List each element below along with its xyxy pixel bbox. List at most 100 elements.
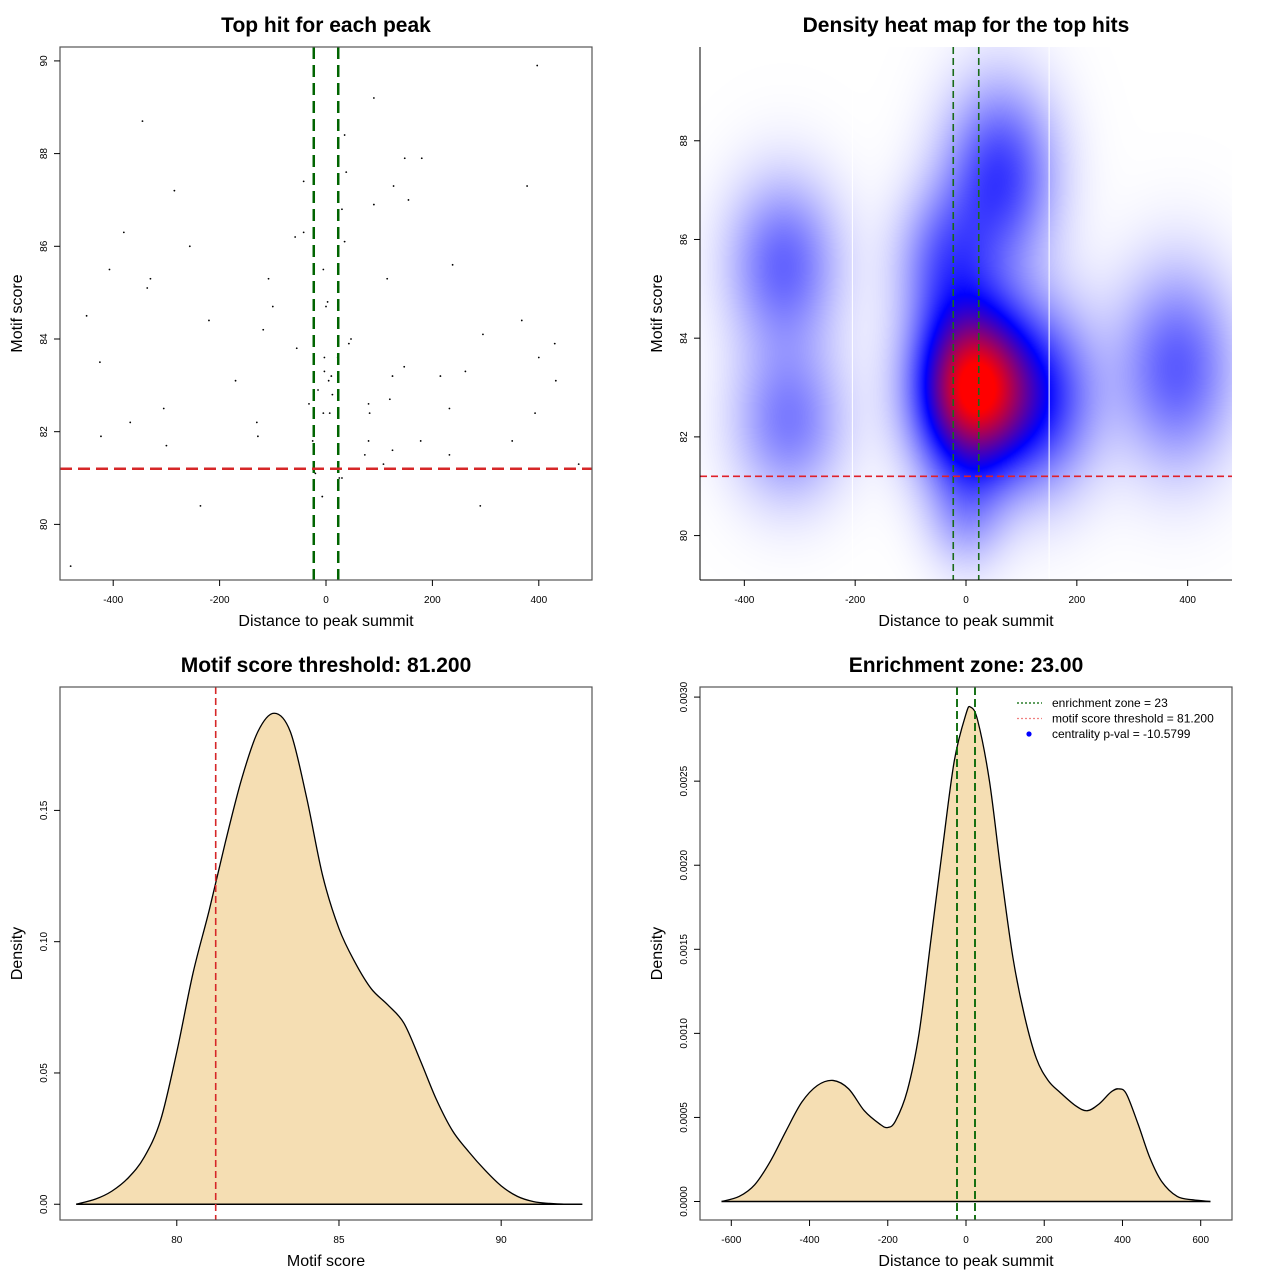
scatter-point [325, 305, 327, 308]
y-tick-label: 0.0030 [679, 681, 690, 712]
scatter-point [295, 347, 298, 350]
scatter-point [322, 268, 325, 271]
scatter-point [347, 342, 350, 345]
scatter-point [162, 407, 165, 410]
x-tick-label: 0 [323, 595, 329, 606]
density-curve [721, 705, 1211, 1203]
scatter-point [372, 97, 375, 99]
x-tick-label: 400 [1179, 595, 1196, 606]
heatmap-panel: Density heat map for the top hits Distanc… [649, 14, 1232, 630]
scatter-point [122, 231, 125, 234]
scatter-point [382, 463, 385, 466]
y-tick-label: 82 [679, 431, 690, 443]
chart-title: Density heat map for the top hits [803, 14, 1130, 37]
scatter-point [386, 277, 389, 280]
scatter-point [294, 236, 297, 238]
x-tick-label: -200 [878, 1235, 898, 1246]
scatter-point [323, 370, 326, 373]
scatter-point [464, 370, 467, 373]
scatter-point [388, 398, 391, 401]
scatter-point [108, 268, 111, 271]
scatter-point [129, 421, 132, 424]
y-tick-label: 0.0020 [679, 849, 690, 880]
y-tick-label: 0.0025 [679, 765, 690, 796]
legend: enrichment zone = 23 motif score threshol… [1017, 696, 1214, 741]
scatter-point [479, 504, 482, 507]
x-tick-label: 0 [963, 1235, 969, 1246]
scatter-point [392, 185, 395, 187]
x-tick-label: -200 [845, 595, 865, 606]
density-fill [76, 713, 583, 1205]
scatter-point [363, 453, 366, 456]
scatter-point [448, 453, 451, 456]
scatter-point [146, 287, 149, 289]
x-axis-label: Distance to peak summit [878, 1253, 1054, 1270]
scatter-point [368, 412, 371, 415]
scatter-point [322, 412, 325, 415]
y-tick-label: 80 [679, 530, 690, 542]
y-tick-label: 88 [39, 148, 50, 160]
scatter-point [341, 477, 343, 479]
chart-title: Enrichment zone: 23.00 [849, 654, 1084, 677]
scatter-point [553, 342, 556, 345]
scatter-point [69, 565, 72, 567]
y-axis-label: Density [649, 927, 666, 980]
legend-label: enrichment zone = 23 [1052, 696, 1168, 710]
scatter-point [577, 463, 580, 466]
scatter-point [311, 440, 314, 442]
y-tick-label: 84 [39, 333, 50, 345]
x-axis-label: Motif score [287, 1253, 365, 1270]
chart-title: Top hit for each peak [221, 14, 431, 37]
scatter-point [328, 412, 331, 415]
y-tick-label: 0.05 [39, 1063, 50, 1083]
scatter-point [407, 199, 410, 201]
scatter-point [257, 435, 259, 438]
y-axis-label: Motif score [9, 274, 26, 352]
x-axis-label: Distance to peak summit [238, 613, 414, 630]
scatter-points [69, 64, 580, 567]
x-tick-label: 200 [424, 595, 441, 606]
scatter-point [526, 185, 528, 187]
scatter-point [173, 189, 176, 192]
scatter-point [343, 134, 346, 136]
x-tick-label: 400 [530, 595, 547, 606]
y-tick-label: 90 [39, 55, 50, 67]
plot-frame [59, 686, 593, 1221]
y-tick-label: 0.0010 [679, 1018, 690, 1049]
plot-frame [59, 46, 593, 581]
scatter-point [141, 120, 144, 123]
x-tick-label: -400 [103, 595, 123, 606]
scatter-point [321, 495, 324, 498]
scatter-point [367, 402, 370, 405]
scatter-point [99, 361, 101, 364]
scatter-point [403, 157, 406, 160]
scatter-point [338, 477, 341, 479]
x-tick-label: 90 [496, 1235, 508, 1246]
chart-title: Motif score threshold: 81.200 [181, 654, 472, 677]
scatter-point [345, 171, 348, 174]
scatter-point [367, 440, 370, 442]
scatter-point [537, 356, 540, 359]
y-axis-label: Motif score [649, 274, 666, 352]
x-tick-label: 85 [333, 1235, 345, 1246]
x-tick-label: -400 [734, 595, 754, 606]
x-tick-label: -200 [210, 595, 230, 606]
scatter-point [554, 379, 557, 382]
heatmap-image [700, 47, 1232, 580]
x-tick-label: 200 [1068, 595, 1085, 606]
scatter-point [520, 319, 523, 322]
density-curve [76, 712, 583, 1205]
y-tick-label: 0.0015 [679, 934, 690, 965]
scatter-point [343, 240, 346, 243]
scatter-point [391, 449, 394, 452]
y-tick-label: 0.00 [39, 1194, 50, 1214]
scatter-point [482, 333, 484, 336]
scatter-point [391, 375, 394, 377]
x-tick-label: 400 [1114, 1235, 1131, 1246]
y-tick-label: 86 [39, 240, 50, 252]
scatter-point [419, 440, 422, 442]
scatter-point [511, 440, 514, 442]
scatter-point [448, 407, 451, 410]
y-tick-label: 0.10 [39, 932, 50, 952]
